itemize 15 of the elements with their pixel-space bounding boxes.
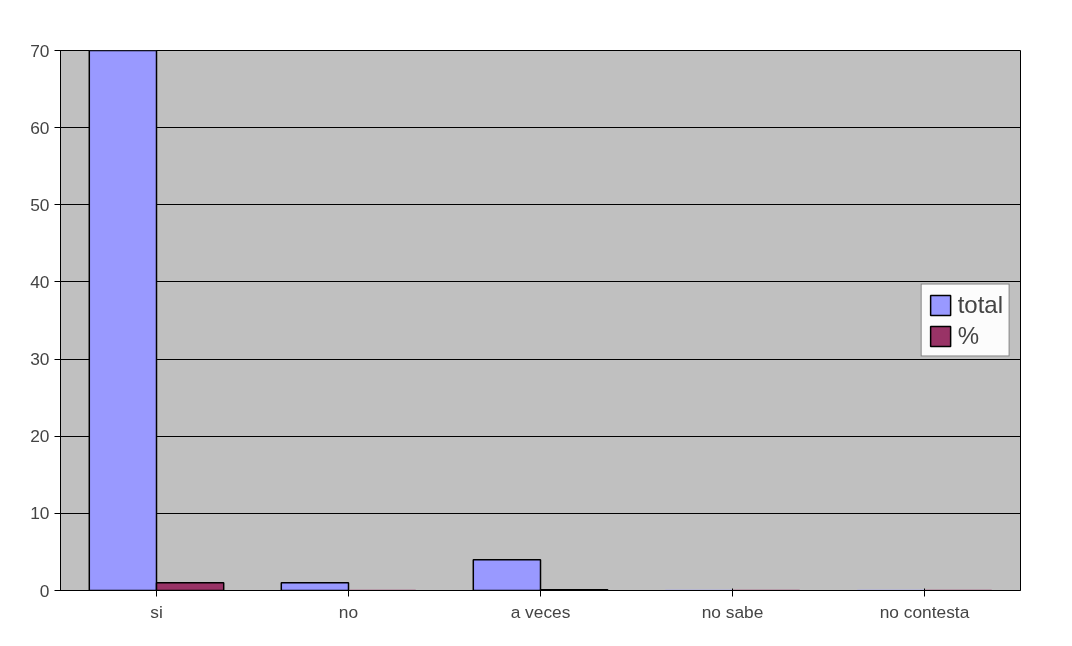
y-tick-label: 60 [30, 117, 50, 138]
y-tick-label: 0 [39, 580, 50, 601]
y-tick-label: 40 [30, 271, 50, 292]
x-tick-label: a veces [510, 601, 571, 622]
y-tick-label: 20 [30, 426, 50, 447]
x-tick-label: no [338, 601, 359, 622]
x-tick-label: no sabe [701, 601, 764, 622]
x-tick-label: no contesta [879, 601, 970, 622]
x-tick-label: si [150, 601, 163, 622]
legend-label: total [957, 290, 1003, 319]
y-tick-label: 50 [30, 194, 50, 215]
y-tick-label: 70 [30, 40, 50, 61]
y-tick-label: 10 [30, 503, 50, 524]
y-tick-label: 30 [30, 349, 50, 370]
legend-label: % [957, 321, 979, 350]
